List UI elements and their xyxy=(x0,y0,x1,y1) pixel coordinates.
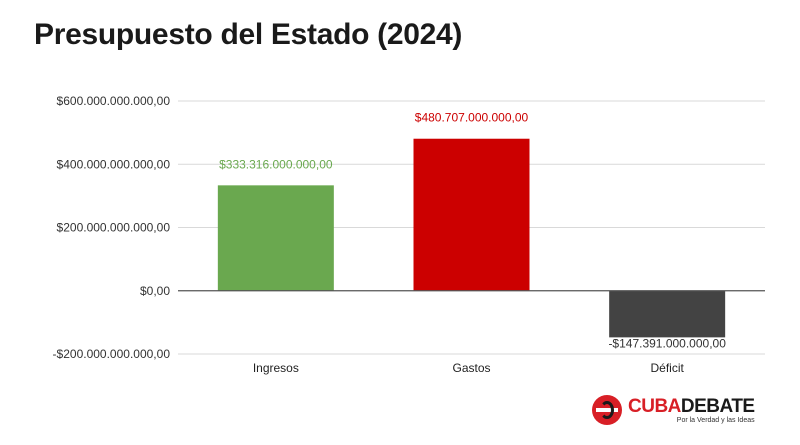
data-label: $480.707.000.000,00 xyxy=(415,111,529,125)
y-tick-label: -$200.000.000.000,00 xyxy=(53,347,171,361)
logo-text: CUBADEBATE Por la Verdad y las Ideas xyxy=(628,397,755,424)
bars xyxy=(217,138,726,338)
logo-tagline: Por la Verdad y las Ideas xyxy=(676,416,755,424)
category-label: Déficit xyxy=(650,361,684,375)
y-tick-label: $600.000.000.000,00 xyxy=(57,94,171,108)
bar-ingresos xyxy=(217,185,334,291)
category-label: Ingresos xyxy=(253,361,299,375)
logo-name-part1: CUBA xyxy=(628,395,681,417)
data-label: -$147.391.000.000,00 xyxy=(608,336,726,350)
data-label: $333.316.000.000,00 xyxy=(219,157,333,171)
y-tick-label: $0,00 xyxy=(140,284,170,298)
bar-gastos xyxy=(413,138,530,291)
chart-title: Presupuesto del Estado (2024) xyxy=(34,18,463,51)
logo-name-part2: DEBATE xyxy=(680,395,755,417)
y-axis-tick-labels: $600.000.000.000,00 $400.000.000.000,00 $2… xyxy=(53,94,171,361)
cubadebate-logo-icon xyxy=(592,395,622,425)
y-tick-label: $400.000.000.000,00 xyxy=(57,157,171,171)
data-labels: $333.316.000.000,00 $480.707.000.000,00 -$… xyxy=(219,111,726,351)
category-label: Gastos xyxy=(452,361,490,375)
cubadebate-logo: CUBADEBATE Por la Verdad y las Ideas xyxy=(592,395,755,425)
x-axis-category-labels: Ingresos Gastos Déficit xyxy=(253,361,685,375)
logo-name: CUBADEBATE xyxy=(628,397,755,416)
y-tick-label: $200.000.000.000,00 xyxy=(57,221,171,235)
bar-deficit xyxy=(609,290,726,338)
